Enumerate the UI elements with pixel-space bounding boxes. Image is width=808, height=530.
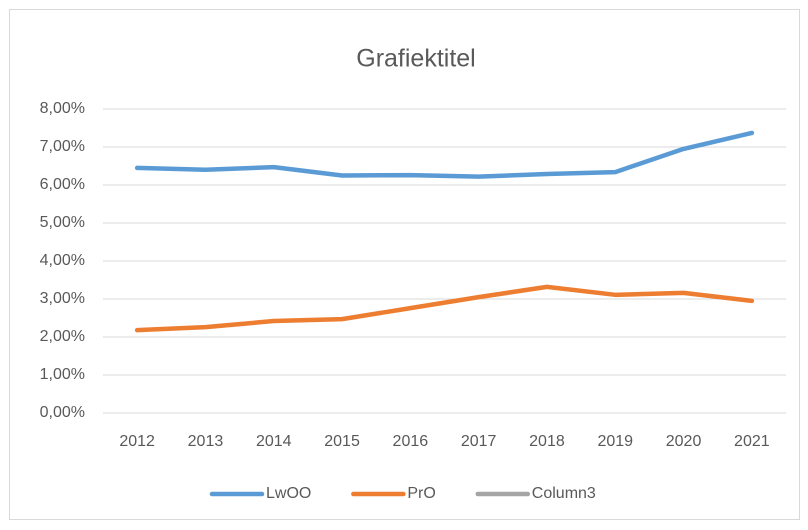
series-line xyxy=(134,130,755,179)
x-tick-label: 2016 xyxy=(393,433,429,450)
x-tick-label: 2013 xyxy=(188,433,224,450)
y-tick-label: 8,00% xyxy=(40,100,85,117)
y-tick-label: 1,00% xyxy=(40,366,85,383)
x-tick-label: 2014 xyxy=(256,433,292,450)
x-tick-label: 2021 xyxy=(734,433,770,450)
x-tick-label: 2018 xyxy=(529,433,565,450)
x-tick-label: 2012 xyxy=(119,433,155,450)
legend-label: PrO xyxy=(407,485,435,502)
y-tick-label: 6,00% xyxy=(40,176,85,193)
legend-label: LwOO xyxy=(266,485,311,502)
y-tick-label: 5,00% xyxy=(40,214,85,231)
chart-title: Grafiektitel xyxy=(356,45,475,73)
y-tick-label: 0,00% xyxy=(40,404,85,421)
y-tick-label: 4,00% xyxy=(40,252,85,269)
x-tick-label: 2020 xyxy=(666,433,702,450)
y-tick-label: 3,00% xyxy=(40,290,85,307)
y-tick-label: 7,00% xyxy=(40,138,85,155)
legend-label: Column3 xyxy=(532,485,596,502)
series-line xyxy=(134,284,755,333)
x-tick-label: 2017 xyxy=(461,433,497,450)
x-tick-label: 2019 xyxy=(597,433,633,450)
y-tick-label: 2,00% xyxy=(40,328,85,345)
chart-frame xyxy=(9,9,800,520)
x-tick-label: 2015 xyxy=(324,433,360,450)
